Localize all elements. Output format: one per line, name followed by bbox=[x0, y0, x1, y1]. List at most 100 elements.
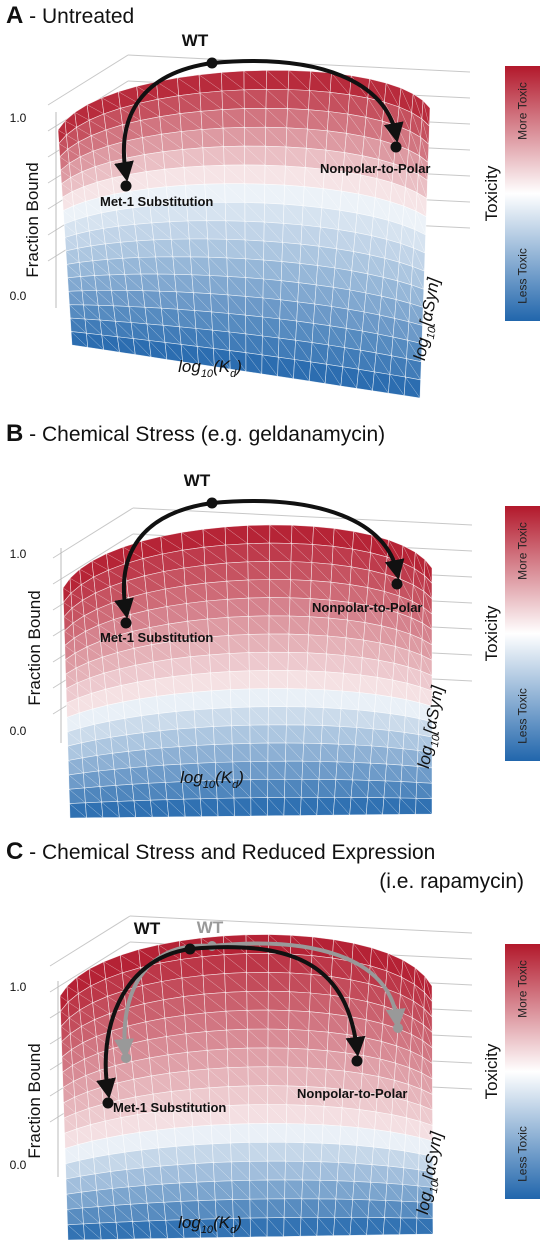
surface-diagonal bbox=[380, 140, 394, 164]
surface-diagonal bbox=[405, 377, 421, 399]
surface-diagonal bbox=[325, 671, 343, 692]
surface-diagonal bbox=[209, 1087, 230, 1106]
panel-title: B - Chemical Stress (e.g. geldanamycin) bbox=[6, 420, 385, 448]
surface-diagonal bbox=[124, 141, 145, 155]
surface-diagonal bbox=[268, 991, 290, 1011]
surface-diagonal bbox=[244, 202, 265, 223]
surface-diagonal bbox=[187, 621, 209, 638]
surface-diagonal bbox=[321, 1143, 339, 1163]
y-tick-low: 0.0 bbox=[10, 724, 27, 738]
surface-diagonal bbox=[151, 222, 172, 240]
surface-diagonal bbox=[99, 197, 117, 211]
surface-diagonal bbox=[134, 224, 154, 241]
surface-diagonal bbox=[285, 1160, 303, 1181]
colorbar-bottom-label: Less Toxic bbox=[516, 688, 530, 744]
surface-diagonal bbox=[402, 1184, 418, 1203]
surface-diagonal bbox=[412, 93, 423, 120]
surface-diagonal bbox=[341, 1107, 359, 1128]
surface-diagonal bbox=[65, 659, 77, 669]
surface-diagonal bbox=[159, 962, 183, 979]
surface-diagonal bbox=[405, 187, 417, 212]
surface-diagonal bbox=[204, 184, 226, 203]
surface-diagonal bbox=[105, 129, 125, 142]
surface-diagonal bbox=[353, 251, 368, 275]
surface-diagonal bbox=[158, 1147, 178, 1165]
surface-diagonal bbox=[108, 721, 127, 736]
surface-diagonal bbox=[269, 597, 290, 617]
surface-diagonal bbox=[398, 106, 411, 132]
surface-diagonal bbox=[319, 1180, 337, 1200]
y-axis-label: Fraction Bound bbox=[25, 1043, 44, 1158]
surface-diagonal bbox=[136, 240, 156, 258]
surface-diagonal bbox=[250, 1217, 268, 1237]
surface-diagonal bbox=[226, 580, 249, 599]
surface-diagonal bbox=[355, 744, 371, 764]
surface-diagonal bbox=[120, 242, 139, 258]
surface-diagonal bbox=[87, 1091, 104, 1105]
surface-diagonal bbox=[339, 1144, 356, 1164]
surface-diagonal bbox=[407, 1100, 421, 1122]
surface-diagonal bbox=[243, 70, 267, 90]
surface-diagonal bbox=[210, 672, 231, 690]
surface-diagonal bbox=[84, 1058, 101, 1071]
surface-diagonal bbox=[267, 1142, 286, 1162]
surface-diagonal bbox=[301, 779, 319, 798]
surface-diagonal bbox=[269, 579, 291, 598]
surface-diagonal bbox=[110, 1171, 129, 1188]
surface-diagonal bbox=[92, 708, 110, 722]
surface-diagonal bbox=[328, 617, 347, 638]
surface-diagonal bbox=[216, 798, 235, 817]
surface-diagonal bbox=[198, 780, 218, 799]
surface-diagonal bbox=[244, 221, 265, 242]
surface-diagonal bbox=[300, 797, 318, 816]
surface-diagonal bbox=[352, 779, 368, 798]
surface-diagonal bbox=[226, 562, 249, 581]
surface-cell bbox=[67, 757, 84, 776]
surface-diagonal bbox=[305, 167, 324, 189]
surface-diagonal bbox=[85, 802, 104, 818]
surface-diagonal bbox=[169, 221, 190, 240]
surface-diagonal bbox=[229, 350, 247, 372]
grid-line bbox=[132, 507, 473, 526]
surface-diagonal bbox=[111, 290, 130, 307]
surface-diagonal bbox=[142, 290, 162, 309]
surface-diagonal bbox=[364, 1037, 381, 1060]
surface-diagonal bbox=[289, 615, 309, 635]
surface-diagonal bbox=[101, 801, 120, 818]
panel-letter: A bbox=[6, 2, 24, 29]
surface-diagonal bbox=[230, 707, 251, 726]
surface-diagonal bbox=[101, 97, 121, 109]
surface-diagonal bbox=[267, 1047, 288, 1068]
y-tick-low: 0.0 bbox=[10, 289, 27, 303]
surface-diagonal bbox=[214, 1181, 233, 1200]
surface-diagonal bbox=[190, 256, 210, 276]
panel-letter: B bbox=[6, 420, 24, 447]
surface-diagonal bbox=[175, 291, 195, 311]
surface-diagonal bbox=[337, 229, 354, 252]
surface-diagonal bbox=[75, 1112, 91, 1125]
surface-diagonal bbox=[422, 1040, 433, 1064]
surface-diagonal bbox=[126, 157, 147, 172]
surface-diagonal bbox=[392, 336, 407, 359]
surface-diagonal bbox=[288, 652, 308, 672]
surface-diagonal bbox=[178, 95, 202, 112]
surface-diagonal bbox=[177, 1164, 197, 1183]
surface-diagonal bbox=[133, 338, 152, 358]
surface-diagonal bbox=[149, 627, 171, 642]
surface-diagonal bbox=[302, 205, 321, 228]
surface-cell bbox=[76, 230, 92, 249]
surface-diagonal bbox=[133, 800, 153, 818]
surface-diagonal bbox=[212, 1143, 232, 1163]
surface-diagonal bbox=[266, 70, 289, 90]
surface-diagonal bbox=[224, 526, 248, 544]
surface-diagonal bbox=[249, 670, 269, 689]
surface-diagonal bbox=[77, 248, 93, 261]
kd-axis-label: log10(Kd) bbox=[178, 1213, 242, 1236]
surface-diagonal bbox=[342, 690, 359, 711]
surface-diagonal bbox=[307, 128, 327, 151]
surface-diagonal bbox=[81, 290, 99, 306]
surface-diagonal bbox=[210, 1106, 231, 1125]
surface-diagonal bbox=[303, 743, 321, 762]
surface-diagonal bbox=[181, 781, 201, 799]
surface-diagonal bbox=[98, 624, 116, 637]
